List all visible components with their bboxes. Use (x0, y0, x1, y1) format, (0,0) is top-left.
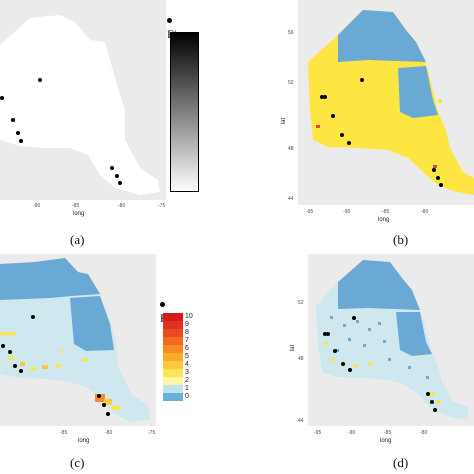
fire-point (432, 168, 436, 172)
fire-point (433, 408, 437, 412)
y-tick: 56 (288, 30, 294, 36)
x-tick: -75 (158, 203, 166, 209)
y-tick: 48 (298, 356, 304, 362)
legend-tick-label: 4 (185, 361, 189, 368)
legend-color-bar (163, 313, 183, 401)
fire-point (352, 316, 356, 320)
legend-swatch (163, 337, 183, 345)
legend-tick-label: 3 (185, 369, 189, 376)
fire-point (31, 315, 35, 319)
x-axis-label: long (380, 438, 392, 444)
fire-point (16, 131, 20, 135)
x-tick: -75 (148, 430, 156, 436)
x-tick: -90 (343, 209, 351, 215)
fire-point (97, 394, 101, 398)
x-axis-label: long (78, 438, 90, 444)
fire-dot-icon (167, 17, 172, 23)
panel-label: (a) (70, 232, 85, 247)
fire-point (426, 392, 430, 396)
y-tick: 44 (298, 418, 304, 424)
fire-point (436, 176, 440, 180)
y-tick: 52 (298, 300, 304, 306)
x-tick: -80 (118, 203, 126, 209)
x-tick: -85 (72, 203, 80, 209)
fire-point (38, 78, 42, 82)
x-tick: -80 (105, 430, 113, 436)
legend-swatch (163, 361, 183, 369)
legend-swatch (163, 313, 183, 321)
fire-point (439, 183, 443, 187)
legend-swatch (163, 321, 183, 329)
y-tick: 48 (288, 146, 294, 152)
fire-point (102, 403, 106, 407)
fire-point (360, 78, 364, 82)
fire-point (320, 95, 324, 99)
fire-point (331, 114, 335, 118)
fire-point (347, 141, 351, 145)
map-d (316, 260, 468, 420)
panel-label: (d) (393, 455, 409, 470)
fire-point (0, 96, 4, 100)
x-tick: -80 (420, 430, 428, 436)
map-a (0, 15, 160, 195)
fire-point (110, 166, 114, 170)
fire-point (106, 412, 110, 416)
x-tick: -80 (421, 209, 429, 215)
fire-point (19, 369, 23, 373)
x-tick: -85 (382, 209, 390, 215)
fire-point (13, 364, 17, 368)
fire-point (323, 332, 327, 336)
fire-point (430, 400, 434, 404)
x-tick: -85 (384, 430, 392, 436)
x-tick: -90 (348, 430, 356, 436)
map-b (308, 10, 474, 195)
legend-swatch (163, 369, 183, 377)
fire-point (333, 349, 337, 353)
legend-swatch (163, 377, 183, 385)
y-axis-label: lat (281, 117, 288, 125)
y-axis-label: lat (290, 344, 297, 352)
fire-point (8, 350, 12, 354)
x-tick: -95 (314, 430, 322, 436)
fire-point (323, 95, 327, 99)
x-axis-label: long (73, 211, 85, 217)
fire-point (118, 181, 122, 185)
x-tick: -85 (60, 430, 68, 436)
legend-swatch (163, 329, 183, 337)
legend-gradient (170, 32, 199, 192)
fire-point (340, 133, 344, 137)
legend-tick-label: 1 (185, 385, 189, 392)
x-axis-label: long (378, 217, 390, 223)
fire-point (348, 368, 352, 372)
fire-point (19, 139, 23, 143)
y-tick: 52 (288, 80, 294, 86)
legend-swatch (163, 393, 183, 401)
fire-point (341, 362, 345, 366)
legend-tick-label: 8 (185, 329, 189, 336)
legend-swatch (163, 385, 183, 393)
legend-tick-label: 10 (185, 313, 193, 320)
fire-point (1, 344, 5, 348)
legend-tick-label: 5 (185, 353, 189, 360)
legend-tick-label: 2 (185, 377, 189, 384)
fire-point (326, 332, 330, 336)
y-tick: 44 (288, 196, 294, 202)
legend-swatch (163, 345, 183, 353)
panel-label: (b) (393, 232, 409, 247)
legend-tick-label: 6 (185, 345, 189, 352)
map-c (0, 258, 150, 422)
legend-tick-label: 7 (185, 337, 189, 344)
fire-point (11, 118, 15, 122)
fire-dot-icon (160, 301, 165, 307)
fire-point (115, 174, 119, 178)
legend-tick-label: 0 (185, 393, 189, 400)
x-tick: -95 (306, 209, 314, 215)
legend-swatch (163, 353, 183, 361)
panel-label: (c) (70, 455, 85, 470)
legend-tick-label: 9 (185, 321, 189, 328)
x-tick: -90 (33, 203, 41, 209)
